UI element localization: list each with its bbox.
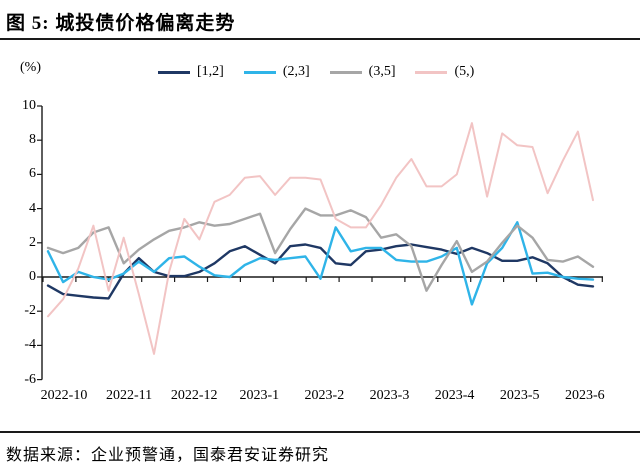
y-axis-tick-label: -6 xyxy=(24,371,36,387)
x-axis-tick-label: 2022-11 xyxy=(106,388,153,403)
y-axis-tick-label: 6 xyxy=(29,166,36,182)
y-axis-tick-label: 10 xyxy=(22,98,36,113)
x-axis-tick-label: 2022-12 xyxy=(170,388,218,403)
x-axis-tick-label: 2023-3 xyxy=(369,388,410,403)
legend-swatch xyxy=(158,70,190,74)
series-line-(2,3] xyxy=(46,221,595,306)
y-axis-unit-label: (%) xyxy=(20,60,41,75)
series-line-(5,) xyxy=(47,122,594,355)
y-axis-tick-label: 8 xyxy=(29,132,36,148)
series-line-[1,2] xyxy=(46,243,595,300)
y-axis-tick-label: 2 xyxy=(29,234,36,250)
x-axis-tick-label: 2023-2 xyxy=(304,388,345,403)
x-axis-tick-label: 2023-1 xyxy=(239,388,280,403)
legend-label: [1,2] xyxy=(197,64,224,79)
data-source-note: 数据来源：企业预警通，国泰君安证券研究 xyxy=(6,447,330,464)
legend-item: [1,2] xyxy=(158,64,224,80)
x-axis-tick-label: 2023-6 xyxy=(564,388,605,403)
x-axis-tick-label: 2023-5 xyxy=(499,388,540,403)
y-axis-tick-label: -2 xyxy=(24,303,36,319)
y-axis-tick-label: -4 xyxy=(24,337,36,353)
legend-item: (5,) xyxy=(415,64,474,80)
figure-source-bar: 数据来源：企业预警通，国泰君安证券研究 xyxy=(0,431,640,469)
x-axis-tick-label: 2022-10 xyxy=(40,388,88,403)
figure-title: 图 5: 城投债价格偏离走势 xyxy=(6,13,236,34)
legend-swatch xyxy=(243,70,276,74)
figure-title-bar: 图 5: 城投债价格偏离走势 xyxy=(0,0,640,40)
legend-item: (2,3] xyxy=(243,64,310,80)
legend-label: (5,) xyxy=(454,64,475,79)
legend-swatch xyxy=(415,70,448,74)
y-axis-tick-label: 0 xyxy=(29,269,36,284)
series-line-(3,5] xyxy=(46,207,595,292)
x-axis-tick-label: 2023-4 xyxy=(434,388,475,403)
y-axis-tick-label: 4 xyxy=(29,200,36,216)
chart-legend: [1,2] (2,3] (3,5] (5,) xyxy=(158,64,474,80)
legend-item: (3,5] xyxy=(329,64,396,80)
legend-swatch xyxy=(329,70,362,74)
legend-label: (2,3] xyxy=(282,64,310,79)
legend-label: (3,5] xyxy=(368,64,396,79)
